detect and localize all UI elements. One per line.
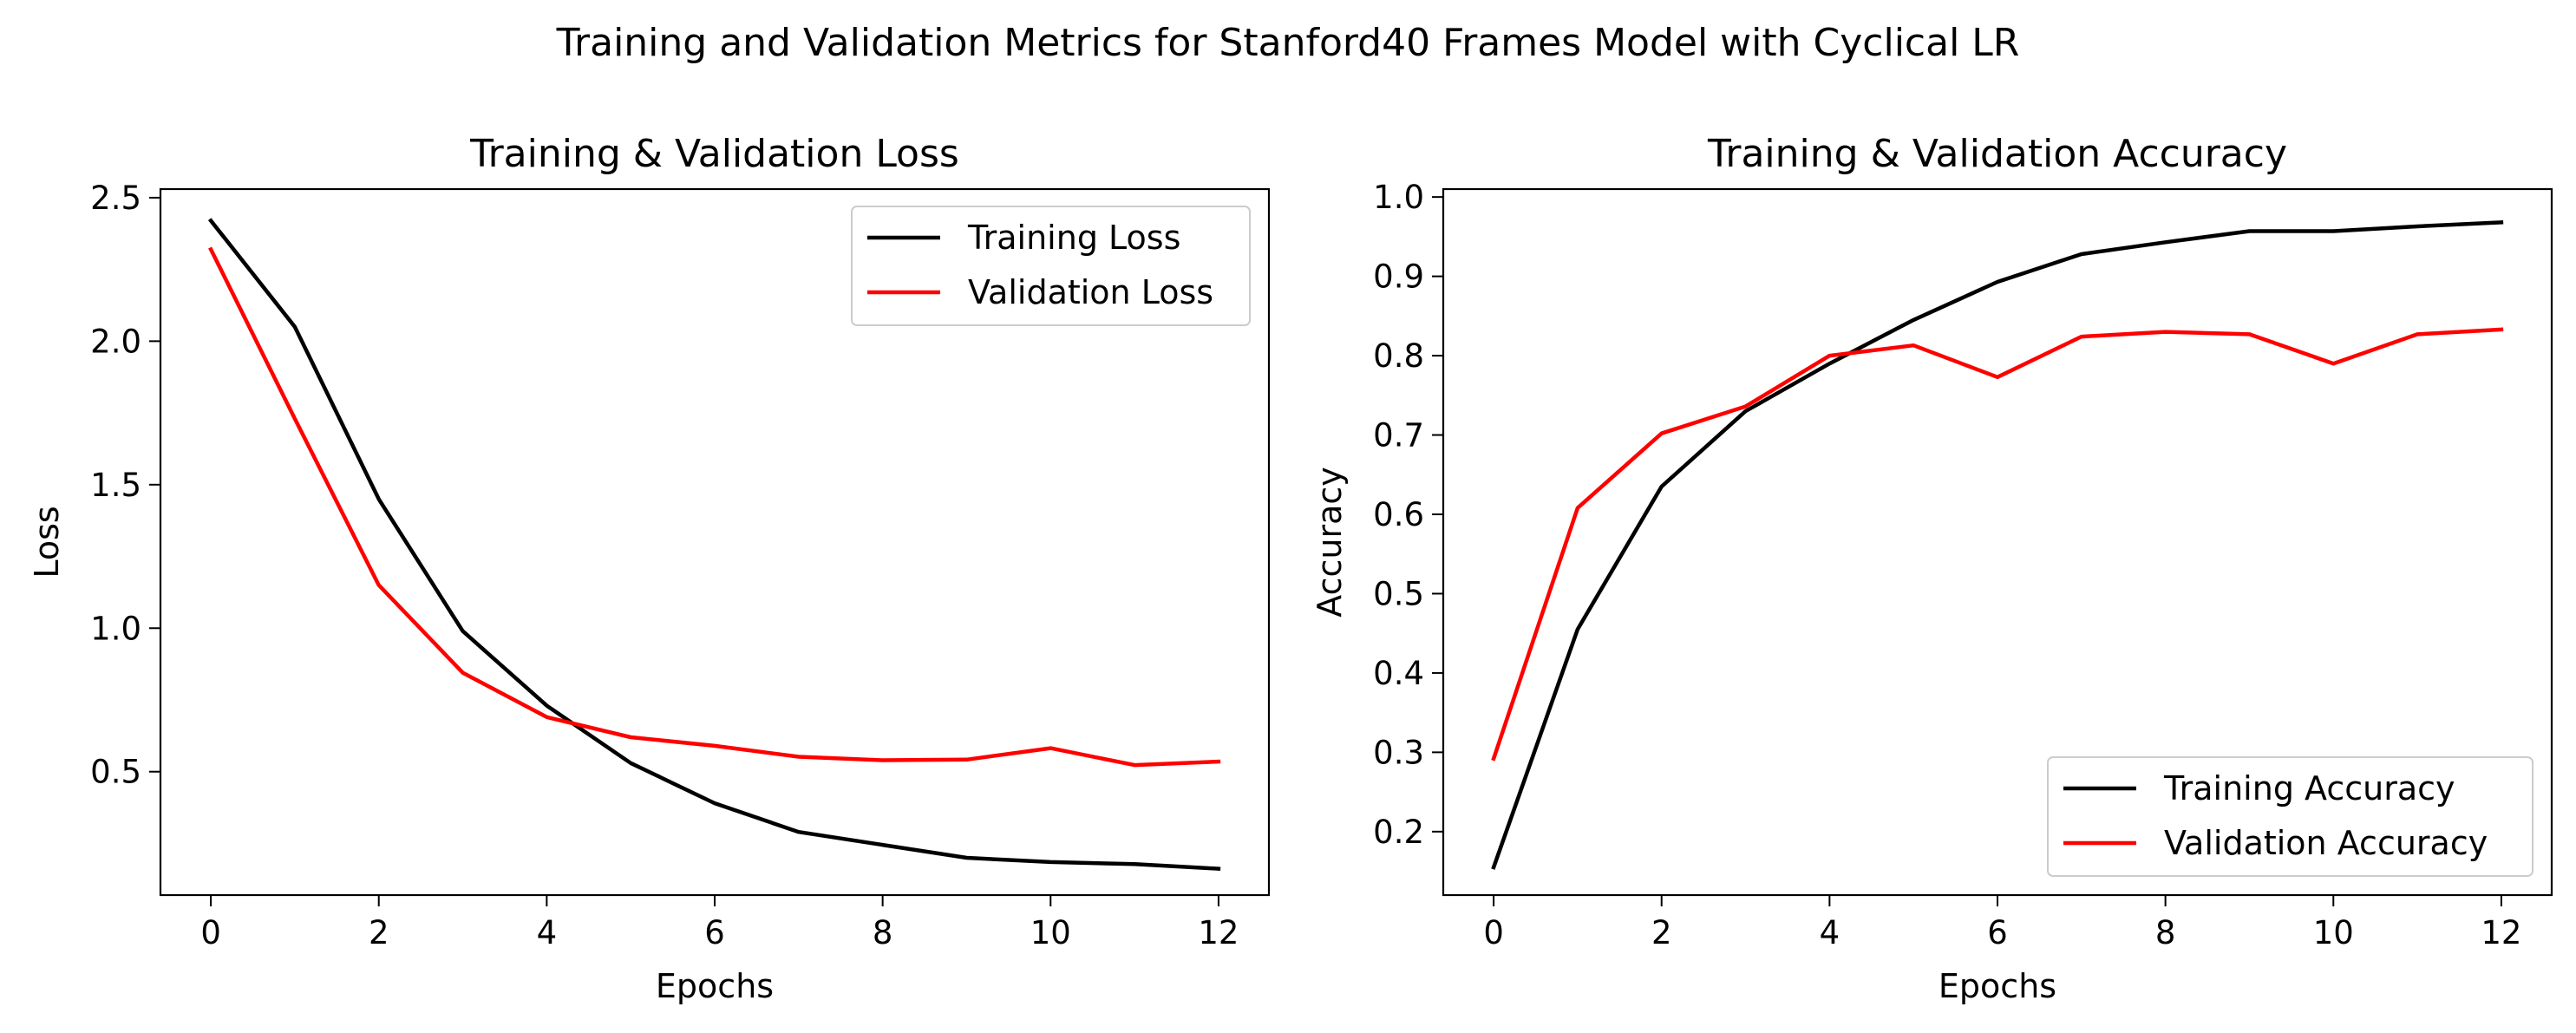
accuracy-chart-title: Training & Validation Accuracy [1707,132,2287,176]
accuracy-x-tick-label: 10 [2313,914,2354,951]
training-accuracy-legend-label: Training Accuracy [2163,769,2455,807]
loss-chart: Training & Validation Loss 0 2 4 6 8 10 12 0.5 1.… [28,132,1271,1005]
figure-suptitle: Training and Validation Metrics for Stan… [556,21,2020,65]
loss-y-tick-label: 1.0 [90,610,141,647]
accuracy-y-tick-label: 0.9 [1373,258,1424,296]
loss-x-tick-label: 12 [1198,914,1239,951]
accuracy-y-tick-label: 0.5 [1373,575,1424,612]
accuracy-x-tick-label: 6 [1987,914,2008,951]
accuracy-y-axis-label: Accuracy [1311,467,1349,618]
loss-legend-box [851,206,1251,326]
loss-y-tick-label: 2.5 [90,180,141,217]
accuracy-y-tick-label: 0.2 [1373,814,1424,851]
accuracy-legend-box [2047,756,2534,877]
loss-y-tick-label: 2.0 [90,323,141,360]
accuracy-legend: Training Accuracy Validation Accuracy [2047,756,2534,877]
loss-x-tick-label: 4 [537,914,558,951]
validation-loss-legend-label: Validation Loss [968,273,1213,311]
validation-accuracy-legend-label: Validation Accuracy [2164,824,2488,862]
training-loss-legend-label: Training Loss [967,219,1180,257]
accuracy-y-tick-label: 0.8 [1373,337,1424,375]
accuracy-y-tick-label: 0.4 [1373,655,1424,692]
loss-legend: Training Loss Validation Loss [851,206,1251,326]
accuracy-y-tick-label: 0.6 [1373,496,1424,533]
accuracy-x-tick-label: 12 [2481,914,2521,951]
loss-y-tick-label: 0.5 [90,754,141,791]
loss-x-axis-label: Epochs [656,967,774,1005]
accuracy-y-tick-label: 0.7 [1373,417,1424,454]
accuracy-chart: Training & Validation Accuracy 0 2 4 6 8 10 12 0… [1311,132,2553,1005]
accuracy-x-tick-label: 0 [1483,914,1504,951]
loss-chart-title: Training & Validation Loss [469,132,959,176]
loss-y-tick-label: 1.5 [90,467,141,504]
loss-x-tick-label: 2 [369,914,389,951]
accuracy-x-tick-label: 2 [1651,914,1672,951]
loss-x-tick-label: 6 [704,914,725,951]
accuracy-y-tick-label: 1.0 [1373,179,1424,216]
loss-x-tick-label: 10 [1030,914,1071,951]
accuracy-x-axis-label: Epochs [1939,967,2056,1005]
accuracy-x-tick-label: 4 [1820,914,1840,951]
loss-x-tick-label: 0 [200,914,221,951]
accuracy-x-tick-label: 8 [2155,914,2176,951]
loss-x-tick-label: 8 [873,914,893,951]
accuracy-y-tick-label: 0.3 [1373,734,1424,771]
loss-y-axis-label: Loss [28,506,66,578]
